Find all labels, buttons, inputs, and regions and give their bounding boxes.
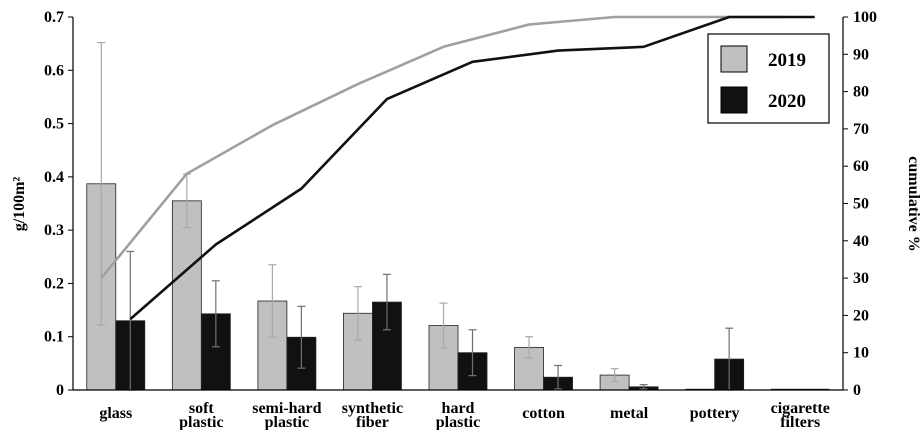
cumulative-lines [100,15,815,321]
y-axis-title: g/100m² [11,177,28,232]
left-tick-label: 0.4 [44,169,64,186]
right-tick-label: 10 [853,345,869,362]
right-tick-labels: 0 10 20 30 40 50 60 70 80 90 100 [843,9,877,399]
right-tick-label: 50 [853,196,869,213]
y2-axis-title: cumulative % [905,156,921,252]
category-label-pottery: pottery [690,405,740,422]
right-tick-label: 70 [853,121,869,138]
legend-label-2020: 2020 [768,91,806,112]
left-tick-label: 0.1 [44,329,64,346]
category-labels: glass soft plastic semi-hard plastic syntheti… [99,400,830,430]
right-tick-label: 0 [853,382,861,399]
legend-label-2019: 2019 [768,50,806,71]
category-label-soft-plastic: soft plastic [179,400,223,430]
bar-2019-soft-plastic [171,200,202,391]
right-tick-label: 30 [853,270,869,287]
category-label-metal: metal [610,405,649,422]
category-label-semi-hard-plastic: semi-hard plastic [252,400,321,430]
category-label-cigarette-filters: cigarette filters [771,400,830,430]
bars-2019-series [86,183,801,391]
cumulative-line-2019 [100,15,786,279]
left-tick-label: 0 [56,382,64,399]
legend: 2019 2020 [707,33,830,124]
left-tick-labels: 0 0.1 0.2 0.3 0.4 0.5 0.6 0.7 [44,9,73,399]
legend-swatch-2020 [720,86,748,114]
right-tick-label: 60 [853,158,869,175]
left-tick-label: 0.7 [44,9,64,26]
category-label-hard-plastic: hard plastic [436,400,480,430]
category-label-synthetic-fiber: synthetic fiber [342,400,403,430]
right-tick-label: 20 [853,307,869,324]
left-tick-label: 0.6 [44,62,64,79]
right-tick-label: 90 [853,46,869,63]
cumulative-line-2020 [129,15,815,321]
legend-swatch-2019 [720,45,748,73]
right-tick-label: 80 [853,84,869,101]
left-tick-label: 0.3 [44,222,64,239]
category-label-glass: glass [99,405,132,422]
right-tick-label: 100 [853,9,877,26]
category-label-cotton: cotton [522,405,565,422]
right-tick-label: 40 [853,233,869,250]
left-tick-label: 0.2 [44,275,64,292]
left-tick-label: 0.5 [44,116,64,133]
